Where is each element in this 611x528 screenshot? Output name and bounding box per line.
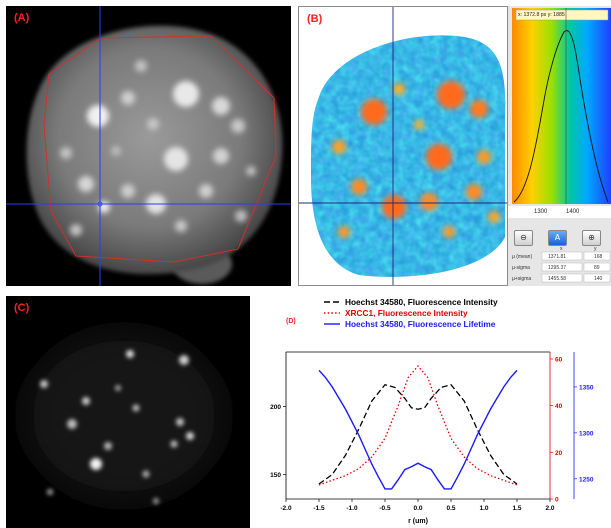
x-tick-label: 0.0	[413, 505, 422, 512]
lifetime-histogram	[512, 8, 611, 204]
panel-a-image	[6, 6, 291, 286]
x-tick-label: 1.0	[479, 505, 488, 512]
x-tick-label: -0.5	[379, 505, 391, 512]
roi-outline	[43, 35, 277, 263]
red-tick-label: 20	[555, 450, 563, 457]
panel-d-label: (D)	[286, 318, 296, 325]
panel-c-image	[24, 331, 224, 504]
panel-c-foci-image: (C)	[6, 296, 250, 528]
hist-xtick-1300: 1300	[534, 209, 548, 215]
left-tick-label: 150	[270, 472, 281, 479]
hist-xtick-1400: 1400	[566, 209, 580, 215]
stats-row-minus-label: µ-sigma	[512, 265, 530, 271]
colormap-button[interactable]: A	[548, 230, 567, 246]
panel-b-histogram-widget: x: 1372.8 ps y: 1885 1300 1400 ⊖ A ⊕ x y…	[508, 6, 611, 286]
blue-tick-label: 1350	[579, 384, 594, 391]
x-tick-label: -1.5	[313, 505, 325, 512]
series-line-2	[318, 364, 518, 486]
stats-row-mean-x: 1371.81	[548, 254, 566, 260]
blue-tick-label: 1300	[579, 430, 594, 437]
legend-label-3: Hoechst 34580, Fluorescence Lifetime	[345, 319, 496, 329]
legend-label-2: XRCC1, Fluorescence Intensity	[345, 308, 468, 318]
blue-tick-label: 1250	[579, 476, 594, 483]
xrcc1-foci	[40, 350, 194, 504]
panel-b-image	[299, 7, 507, 285]
stats-row-mean-y: 168	[594, 254, 603, 260]
panel-b-lifetime-map: (B)	[298, 6, 508, 286]
legend-label-1: Hoechst 34580, Fluorescence Intensity	[345, 297, 498, 307]
red-tick-label: 40	[555, 403, 563, 410]
lifetime-hotspots	[332, 81, 500, 238]
panel-a-label: (A)	[14, 12, 30, 24]
x-axis-label: r (um)	[408, 518, 428, 525]
chromocenter-spots	[60, 60, 256, 236]
stats-header-y: y	[594, 246, 597, 252]
stats-header-x: x	[560, 246, 563, 252]
stats-row-plus-y: 140	[594, 276, 603, 282]
red-tick-label: 0	[555, 497, 559, 504]
coord-readout: x: 1372.8 ps y: 1885	[518, 12, 565, 18]
stats-row-plus-x: 1455.58	[548, 276, 566, 282]
histogram-colorbar	[512, 8, 611, 204]
series-line-3	[318, 369, 518, 490]
panel-b-label: (B)	[307, 13, 323, 25]
x-tick-label: 0.5	[446, 505, 455, 512]
panel-c-label: (C)	[14, 302, 30, 314]
stats-row-mean-label: µ (mean)	[512, 254, 532, 260]
faint-nucleus-background	[24, 331, 224, 501]
stats-row-plus-label: µ+sigma	[512, 276, 531, 282]
stats-table: x y µ (mean) 1371.81 168 µ-sigma 1295.37…	[512, 246, 611, 283]
nucleus-body	[26, 25, 283, 275]
red-tick-label: 60	[555, 357, 563, 364]
zoom-in-button[interactable]: ⊕	[582, 230, 601, 246]
x-tick-label: 2.0	[545, 505, 554, 512]
series-line-1	[318, 383, 518, 485]
stats-row-minus-x: 1295.37	[548, 265, 566, 271]
panel-d-profile-chart: -2.0 -1.5 -1.0 -0.5 0.0 0.5 1.0 1.5 2.0 r (um) 150…	[256, 294, 611, 528]
crosshair-center	[97, 201, 103, 207]
lifetime-nucleus	[311, 35, 506, 277]
panel-a-nucleus-image: (A)	[6, 6, 291, 286]
x-tick-label: 1.5	[512, 505, 521, 512]
profile-chart-svg: -2.0 -1.5 -1.0 -0.5 0.0 0.5 1.0 1.5 2.0 r (um) 150…	[270, 297, 594, 525]
zoom-out-button[interactable]: ⊖	[514, 230, 533, 246]
histogram-curve	[513, 30, 609, 203]
left-tick-label: 200	[270, 404, 281, 411]
stats-row-minus-y: 89	[594, 265, 600, 271]
x-tick-label: -2.0	[280, 505, 292, 512]
x-tick-label: -1.0	[346, 505, 358, 512]
